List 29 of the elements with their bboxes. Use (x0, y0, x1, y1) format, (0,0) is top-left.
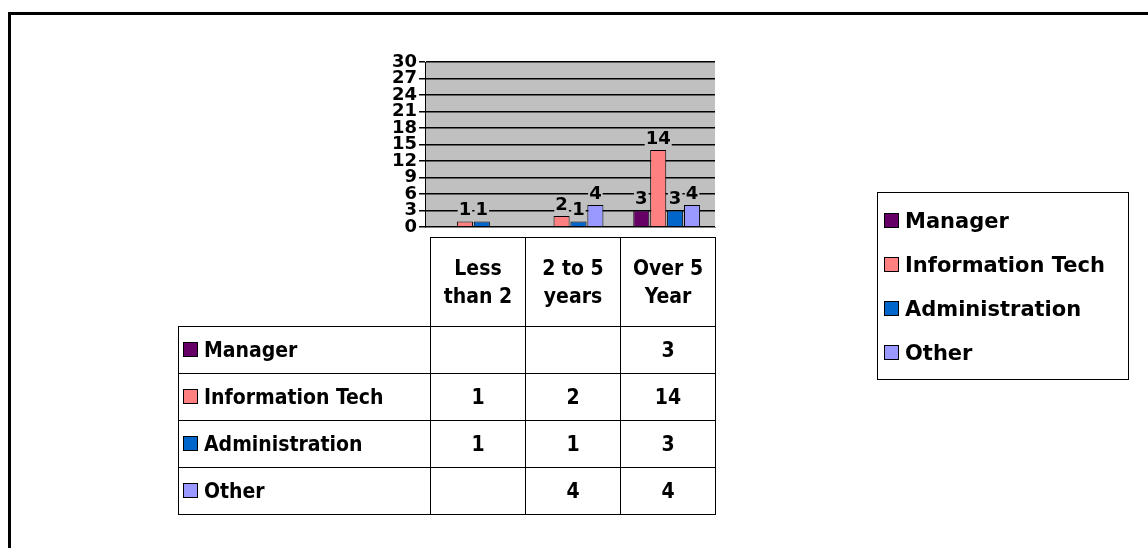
data-label: 1 (430, 420, 526, 468)
text: Other (204, 479, 265, 503)
data-label: 14 (620, 373, 716, 421)
text: Manager (204, 338, 298, 362)
data-label: 1 (430, 373, 526, 421)
x-tick-label: Over 5 Year (620, 237, 716, 327)
data-label: 3 (635, 187, 648, 209)
text: Administration (204, 432, 363, 456)
legend-label: Manager (904, 208, 1010, 235)
text: 14 (645, 126, 671, 148)
x-tick-label: Less than 2 (430, 237, 526, 327)
data-label: 4 (525, 467, 621, 515)
data-label: 2 (525, 373, 621, 421)
text: 1 (475, 198, 489, 220)
legend-label: Other (904, 340, 974, 367)
text: Information Tech (905, 253, 1105, 277)
legend-label: Administration (904, 296, 1083, 323)
text: 4 (589, 181, 602, 203)
text: 1 (458, 198, 472, 220)
data-label: 4 (620, 467, 716, 515)
x-tick-label: 2 to 5 years (525, 237, 621, 327)
legend-label: Information Tech (178, 373, 431, 421)
data-label: 1 (525, 420, 621, 468)
text: 3 (668, 187, 682, 209)
text: 4 (685, 181, 699, 203)
text: 3 (661, 338, 675, 362)
data-label: 3 (620, 420, 716, 468)
text: 1 (572, 198, 585, 220)
text: 2 (555, 192, 568, 214)
